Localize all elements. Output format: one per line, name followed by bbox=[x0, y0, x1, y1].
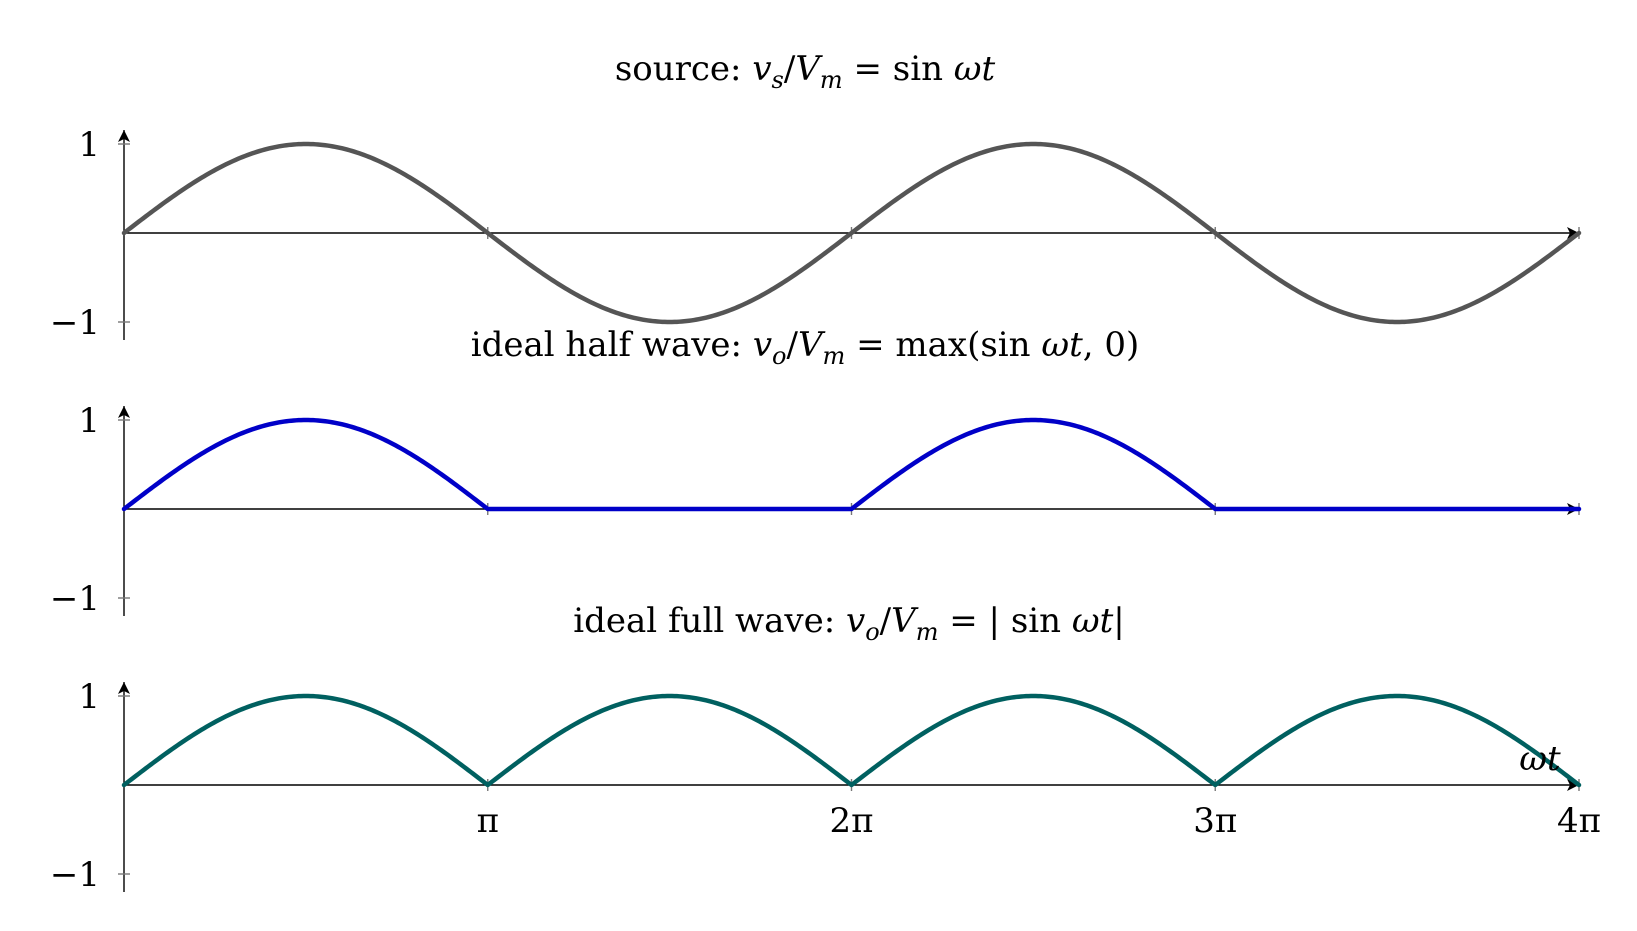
x-tick-label: 3π bbox=[1193, 801, 1237, 841]
half-wave-title: ideal half wave: vo/Vm = max(sin ωt, 0) bbox=[471, 325, 1140, 370]
source-title: source: vs/Vm = sin ωt bbox=[615, 49, 996, 94]
full-wave-panel: ideal full wave: vo/Vm = | sin ωt| π 2π 3π… bbox=[50, 601, 1601, 895]
half-wave-panel: ideal half wave: vo/Vm = max(sin ωt, 0) … bbox=[50, 325, 1582, 619]
x-tick-label: 2π bbox=[830, 801, 874, 841]
full-wave-y-tick-label: 1 bbox=[78, 677, 100, 717]
source-y-tick-label: 1 bbox=[78, 125, 100, 165]
half-wave-y-tick-label: 1 bbox=[78, 401, 100, 441]
full-wave-y-tick-label: −1 bbox=[50, 855, 100, 895]
half-wave-curve bbox=[121, 417, 1582, 512]
x-axis-label: ωt bbox=[1519, 739, 1561, 779]
source-sine-curve bbox=[121, 141, 1582, 325]
half-wave-y-tick-label: −1 bbox=[50, 579, 100, 619]
x-tick-label: π bbox=[477, 801, 499, 841]
full-wave-curve bbox=[121, 693, 1582, 788]
source-panel: source: vs/Vm = sin ωt 1 −1 bbox=[50, 49, 1582, 343]
source-y-tick-label: −1 bbox=[50, 303, 100, 343]
full-wave-title: ideal full wave: vo/Vm = | sin ωt| bbox=[573, 601, 1124, 646]
x-tick-label: 4π bbox=[1557, 801, 1601, 841]
